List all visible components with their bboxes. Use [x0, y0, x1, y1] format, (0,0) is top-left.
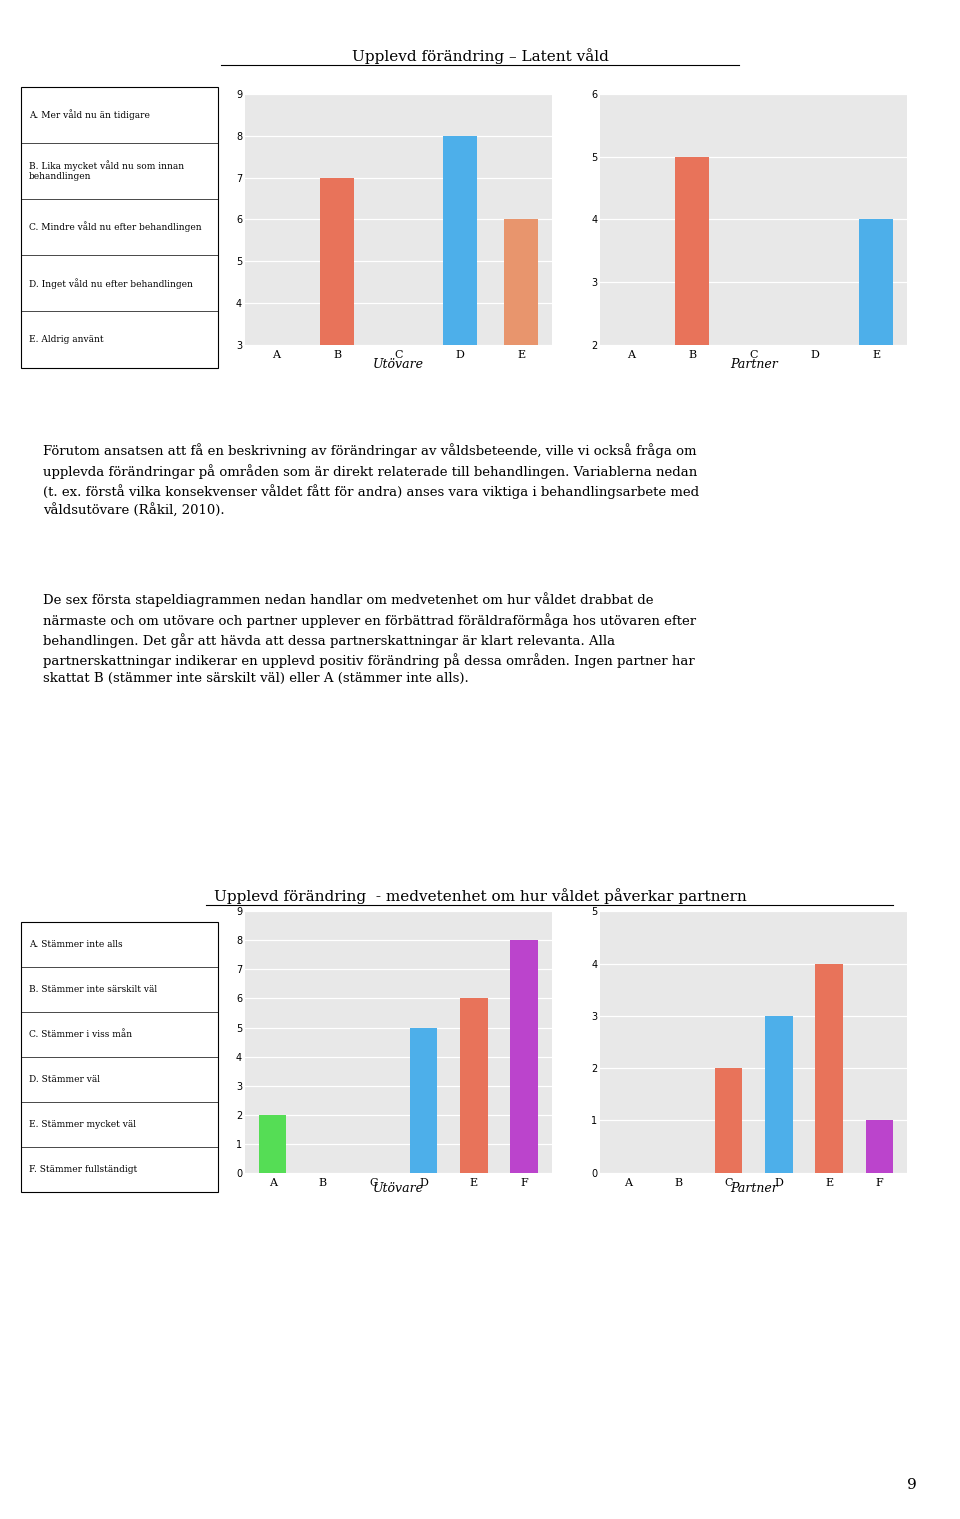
Bar [714, 1068, 742, 1173]
Bar [504, 219, 538, 469]
Text: Utövare: Utövare [372, 357, 424, 371]
Text: F. Stämmer fullständigt: F. Stämmer fullständigt [29, 1165, 137, 1174]
Bar [320, 178, 354, 469]
Bar [859, 219, 893, 469]
Text: B. Lika mycket våld nu som innan
behandlingen: B. Lika mycket våld nu som innan behandl… [29, 161, 184, 181]
Text: B. Stämmer inte särskilt väl: B. Stämmer inte särskilt väl [29, 986, 157, 993]
Bar [443, 137, 477, 469]
Text: A. Mer våld nu än tidigare: A. Mer våld nu än tidigare [29, 109, 150, 120]
Text: Upplevd förändring  - medvetenhet om hur våldet påverkar partnern: Upplevd förändring - medvetenhet om hur … [214, 889, 746, 904]
Text: Upplevd förändring – Latent våld: Upplevd förändring – Latent våld [351, 49, 609, 64]
Text: D. Stämmer väl: D. Stämmer väl [29, 1075, 100, 1085]
Bar [410, 1027, 438, 1173]
Bar [866, 1121, 893, 1173]
Text: De sex första stapeldiagrammen nedan handlar om medvetenhet om hur våldet drabba: De sex första stapeldiagrammen nedan han… [43, 592, 696, 685]
Bar [815, 963, 843, 1173]
Text: D. Inget våld nu efter behandlingen: D. Inget våld nu efter behandlingen [29, 278, 193, 289]
Bar [460, 998, 488, 1173]
Bar [675, 156, 709, 469]
Text: Partner: Partner [730, 1182, 778, 1195]
Text: Förutom ansatsen att få en beskrivning av förändringar av våldsbeteende, ville v: Förutom ansatsen att få en beskrivning a… [43, 444, 699, 518]
Text: E. Stämmer mycket väl: E. Stämmer mycket väl [29, 1121, 136, 1129]
Bar [765, 1016, 793, 1173]
Text: 9: 9 [907, 1478, 917, 1492]
Text: C. Stämmer i viss mån: C. Stämmer i viss mån [29, 1030, 132, 1039]
Text: C. Mindre våld nu efter behandlingen: C. Mindre våld nu efter behandlingen [29, 222, 202, 232]
Text: Partner: Partner [730, 357, 778, 371]
Text: A. Stämmer inte alls: A. Stämmer inte alls [29, 940, 123, 949]
Text: E. Aldrig använt: E. Aldrig använt [29, 336, 104, 343]
Bar [511, 940, 538, 1173]
Bar [259, 1115, 286, 1173]
Text: Utövare: Utövare [372, 1182, 424, 1195]
